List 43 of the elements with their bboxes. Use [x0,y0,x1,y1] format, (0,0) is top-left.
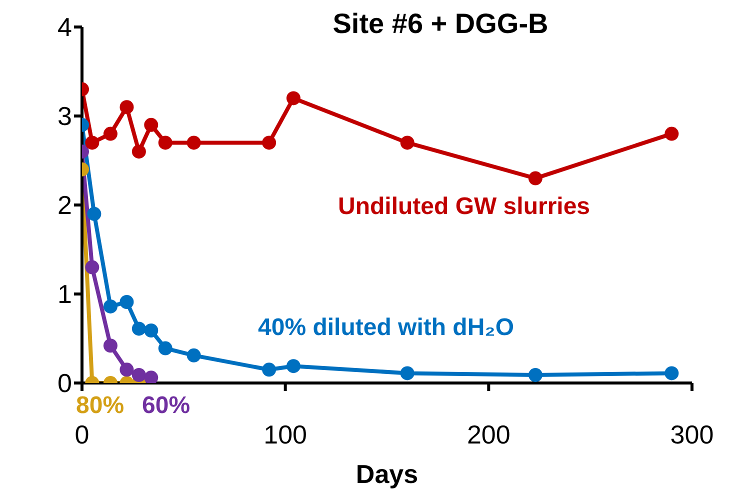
x-tick-label: 100 [264,419,308,450]
point [158,136,172,150]
point [262,136,276,150]
point [103,126,118,141]
point [103,338,118,353]
point [144,118,158,132]
y-tick-label: 4 [58,12,72,42]
point [85,136,100,150]
point [120,295,134,310]
point [186,136,201,150]
point [132,144,146,159]
series-label: 60% [142,392,190,420]
y-tick-label: 1 [58,279,72,310]
chart-title: Site #6 + DGG-B [332,8,548,39]
point [400,136,414,150]
point [144,323,158,338]
point [664,126,679,141]
y-tick-label: 0 [58,368,72,398]
y-tick-label: 2 [58,190,72,220]
point [286,359,300,374]
point [528,368,542,382]
point [120,100,134,114]
x-tick-label: 300 [670,419,714,450]
point [132,368,146,382]
point [262,362,276,377]
x-axis-title: Days [356,459,418,489]
point [103,299,118,314]
point [186,348,201,362]
point [132,322,146,336]
point [400,366,414,380]
point [286,91,300,106]
point [85,260,100,274]
series-label: Undiluted GW slurries [338,193,590,221]
series-label: 40% diluted with dH₂O [258,314,514,342]
point [120,362,134,377]
series-label: 80% [76,392,124,420]
y-tick-label: 3 [58,101,72,132]
point [144,370,158,383]
point [664,366,679,380]
x-tick-label: 200 [466,419,510,450]
point [158,341,172,356]
point [87,206,102,221]
point [528,171,542,186]
